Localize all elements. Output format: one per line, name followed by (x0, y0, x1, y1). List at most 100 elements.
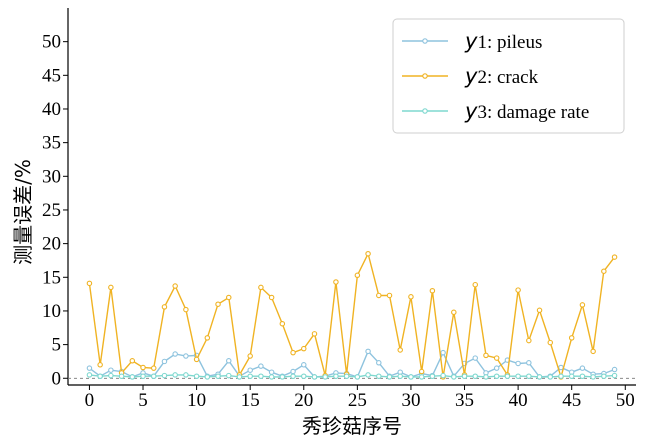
data-point (483, 352, 489, 359)
data-point (429, 287, 436, 294)
y-tick-label: 10 (42, 301, 61, 322)
data-point (140, 364, 146, 371)
data-point (408, 374, 414, 380)
data-point (440, 349, 446, 356)
x-tick-label: 35 (455, 390, 474, 411)
data-point (493, 373, 500, 379)
series-3 (86, 372, 618, 380)
data-point (397, 347, 403, 353)
y-tick-label: 40 (42, 99, 61, 120)
data-point (515, 373, 521, 379)
y-axis-title: 测量误差/% (11, 159, 35, 265)
data-point (504, 373, 511, 379)
data-point (108, 284, 114, 291)
data-point (226, 294, 232, 301)
x-tick-label: 15 (241, 390, 260, 411)
data-point (161, 358, 168, 365)
data-point (343, 373, 350, 379)
data-point (193, 356, 200, 363)
data-point (579, 373, 586, 379)
data-point (97, 373, 103, 379)
legend-label: y2: crack (464, 64, 539, 88)
data-point (108, 372, 114, 379)
data-point (161, 304, 168, 310)
data-point (226, 372, 232, 379)
data-point (236, 374, 243, 380)
data-point (215, 373, 221, 379)
x-tick-label: 25 (348, 390, 367, 411)
legend-item: y3: damage rate (402, 99, 589, 123)
data-point (333, 279, 339, 285)
data-point (365, 250, 371, 257)
data-point (129, 358, 136, 364)
data-point (472, 281, 478, 288)
data-point (386, 374, 393, 380)
legend-swatch-marker (422, 73, 428, 79)
data-point (215, 301, 221, 307)
data-point (397, 373, 403, 379)
data-point (579, 302, 586, 308)
x-tick-label: 10 (187, 390, 206, 411)
data-point (268, 369, 275, 375)
x-tick-label: 40 (509, 390, 528, 411)
data-point (172, 283, 178, 289)
data-point (290, 373, 296, 379)
data-point (258, 363, 264, 369)
data-point (150, 365, 157, 371)
data-point (183, 372, 189, 378)
y-tick-label: 35 (42, 133, 61, 154)
data-point (258, 373, 264, 379)
data-point (279, 320, 286, 327)
data-point (611, 366, 618, 373)
data-point (601, 373, 607, 379)
data-point (611, 254, 618, 260)
data-point (247, 373, 253, 379)
data-point (515, 360, 521, 367)
data-point (515, 287, 521, 293)
data-point (333, 373, 339, 379)
legend-swatch-marker (422, 38, 428, 44)
data-point (86, 372, 93, 378)
data-point (418, 368, 425, 375)
data-point (301, 345, 307, 352)
x-axis-title: 秀珍菇序号 (302, 414, 402, 438)
y-tick-label: 45 (42, 65, 61, 86)
data-point (161, 372, 168, 379)
data-point (172, 372, 178, 378)
data-point (451, 374, 457, 380)
data-point (472, 373, 478, 379)
data-point (526, 337, 532, 344)
y-tick-label: 20 (42, 234, 61, 255)
data-point (386, 292, 393, 299)
data-point (354, 272, 361, 279)
data-point (493, 365, 500, 371)
data-point (97, 362, 103, 368)
data-point (226, 358, 232, 364)
data-point (526, 360, 532, 366)
x-tick-label: 5 (138, 390, 148, 411)
data-point (590, 348, 596, 355)
data-point (429, 373, 436, 379)
data-point (611, 372, 618, 379)
axes: 0 5 10 15 20 25 30 35 40 45 50 0 5 10 15 20 25 30 35 40 45 50 (42, 8, 636, 411)
data-point (354, 374, 361, 380)
data-point (601, 268, 607, 274)
data-point (493, 355, 500, 361)
data-point (86, 365, 93, 371)
legend-item: y1: pileus (402, 29, 542, 53)
data-point (268, 374, 275, 380)
data-point (118, 373, 125, 379)
legend-label: y3: damage rate (464, 99, 589, 123)
y-tick-label: 5 (52, 335, 62, 356)
data-point (129, 374, 136, 380)
data-point (590, 374, 596, 380)
x-tick-label: 30 (401, 390, 420, 411)
data-point (483, 374, 489, 380)
y-tick-label: 0 (52, 368, 62, 389)
data-point (376, 360, 382, 366)
data-point (418, 374, 425, 380)
legend: y1: pileus y2: crack y3: damage rate (392, 18, 625, 134)
data-point (290, 349, 296, 356)
y-tick-label: 50 (42, 32, 61, 53)
data-point (301, 362, 307, 368)
